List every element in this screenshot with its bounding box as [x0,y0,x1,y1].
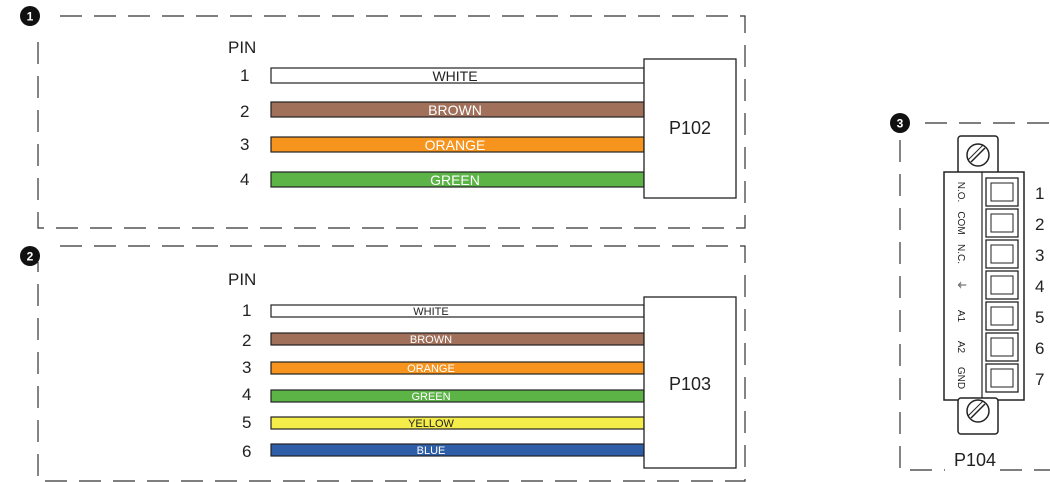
wire-label-green: GREEN [430,172,480,188]
terminal-number: 5 [1035,308,1044,327]
pin-number: 6 [242,442,251,461]
terminal-label-nc: N.C. [955,244,966,264]
terminal-socket-inner [990,182,1014,202]
terminal-number: 4 [1035,277,1044,296]
wire-brown [270,332,645,346]
wire-label-brown: BROWN [428,102,482,118]
terminal-number: 2 [1035,215,1044,234]
wire-green [270,389,645,403]
pin-number: 4 [240,170,249,189]
wire-label-brown: BROWN [410,334,452,346]
pin-number: 3 [242,358,251,377]
pin-number: 4 [242,385,251,404]
panel-2-border [37,245,746,482]
terminal-label-com: COM [955,211,966,234]
pin-number: 3 [240,135,249,154]
terminal-socket-inner [990,213,1014,233]
panel-p104: 3 [890,113,1050,471]
badge-2 [20,246,40,266]
pin-number: 5 [242,413,251,432]
terminal-number: 7 [1035,370,1044,389]
terminal-cell-7 [985,363,1019,393]
pin-number: 1 [240,66,249,85]
terminal-cell-1 [985,177,1019,207]
wire-label-yellow: YELLOW [408,418,454,430]
terminal-cell-6 [985,332,1019,362]
connector-label: P104 [954,450,996,470]
terminal-cell-2 [985,208,1019,238]
connector-p103 [643,296,737,469]
screw-slot [967,144,984,161]
terminal-label-ground: ⏚ [955,280,967,290]
screw-slot [967,400,984,417]
terminal-number: 3 [1035,246,1044,265]
screw-slot [970,147,986,163]
pin-number: 2 [240,102,249,121]
terminal-number: 6 [1035,339,1044,358]
panel-p103: 2 PIN 1 2 3 4 5 6 WHITE BROWN ORANGE GRE… [20,245,746,482]
badge-1 [20,6,40,26]
wire-yellow [270,416,645,430]
wire-label-blue: BLUE [417,445,446,457]
terminal-socket-inner [990,368,1014,388]
wire-orange [270,361,645,375]
connector-label: P102 [669,118,711,138]
pin-number: 1 [242,301,251,320]
screw-slot [970,403,986,419]
panel-3-border-left [899,140,945,471]
terminal-socket-inner [990,337,1014,357]
terminal-cell-3 [985,239,1019,269]
wire-label-white: WHITE [432,68,477,84]
panel-p102: 1 PIN 1 2 3 4 WHITE BROWN ORANGE GREEN P… [20,6,746,229]
terminal-cell-5 [985,301,1019,331]
terminal-number: 1 [1035,184,1044,203]
badge-3-number: 3 [897,117,904,131]
wire-label-white: WHITE [413,306,448,318]
pin-header: PIN [228,38,256,57]
panel-1-border [37,15,746,229]
pin-header: PIN [228,270,256,289]
terminal-socket-inner [990,306,1014,326]
terminal-socket-inner [990,244,1014,264]
badge-2-number: 2 [27,250,34,264]
pin-number: 2 [242,331,251,350]
terminal-label-a1: A1 [955,310,966,323]
wire-label-orange: ORANGE [407,363,455,375]
wire-label-green: GREEN [411,391,450,403]
connector-label: P103 [669,374,711,394]
badge-3 [890,113,910,133]
connector-p102 [643,58,737,199]
terminal-label-gnd: GND [955,367,966,389]
terminal-cell-4 [985,270,1019,300]
wire-label-orange: ORANGE [425,137,486,153]
terminal-socket-inner [990,275,1014,295]
wire-blue [270,443,645,457]
badge-1-number: 1 [27,10,34,24]
terminal-label-no: N.O. [955,182,966,203]
terminal-label-a2: A2 [955,341,966,354]
wire-white [270,304,645,318]
